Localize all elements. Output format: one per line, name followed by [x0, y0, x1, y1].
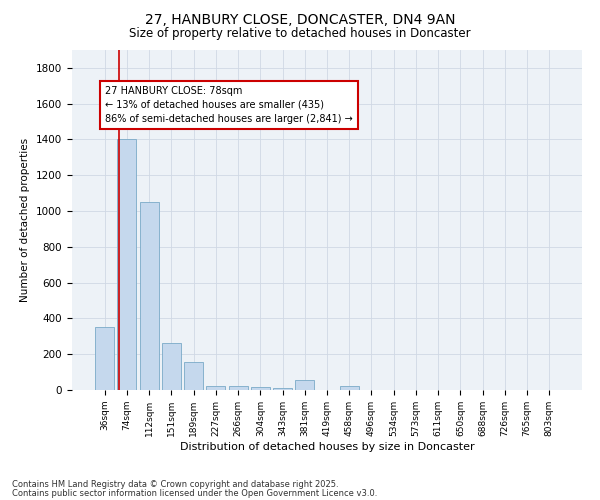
X-axis label: Distribution of detached houses by size in Doncaster: Distribution of detached houses by size … [179, 442, 475, 452]
Bar [162, 342, 181, 390]
Text: Size of property relative to detached houses in Doncaster: Size of property relative to detached ho… [129, 28, 471, 40]
Y-axis label: Number of detached properties: Number of detached properties [20, 138, 31, 302]
Bar [273, 388, 292, 390]
Bar [251, 388, 270, 390]
Bar [295, 380, 314, 390]
Bar [118, 140, 136, 390]
Bar [340, 386, 359, 390]
Bar [140, 202, 158, 390]
Bar [95, 328, 114, 390]
Bar [184, 362, 203, 390]
Bar [229, 386, 248, 390]
Text: 27 HANBURY CLOSE: 78sqm
← 13% of detached houses are smaller (435)
86% of semi-d: 27 HANBURY CLOSE: 78sqm ← 13% of detache… [105, 86, 353, 124]
Text: Contains HM Land Registry data © Crown copyright and database right 2025.: Contains HM Land Registry data © Crown c… [12, 480, 338, 489]
Text: 27, HANBURY CLOSE, DONCASTER, DN4 9AN: 27, HANBURY CLOSE, DONCASTER, DN4 9AN [145, 12, 455, 26]
Text: Contains public sector information licensed under the Open Government Licence v3: Contains public sector information licen… [12, 489, 377, 498]
Bar [206, 386, 225, 390]
